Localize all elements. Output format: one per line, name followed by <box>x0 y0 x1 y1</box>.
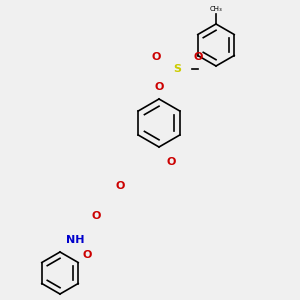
Text: O: O <box>91 211 101 221</box>
Text: O: O <box>151 52 161 62</box>
Text: S: S <box>173 64 181 74</box>
Text: O: O <box>193 52 203 62</box>
Text: NH: NH <box>66 235 84 245</box>
Text: O: O <box>166 157 176 167</box>
Text: CH₃: CH₃ <box>210 6 222 12</box>
Text: O: O <box>154 82 164 92</box>
Text: O: O <box>115 181 125 191</box>
Text: O: O <box>82 250 92 260</box>
